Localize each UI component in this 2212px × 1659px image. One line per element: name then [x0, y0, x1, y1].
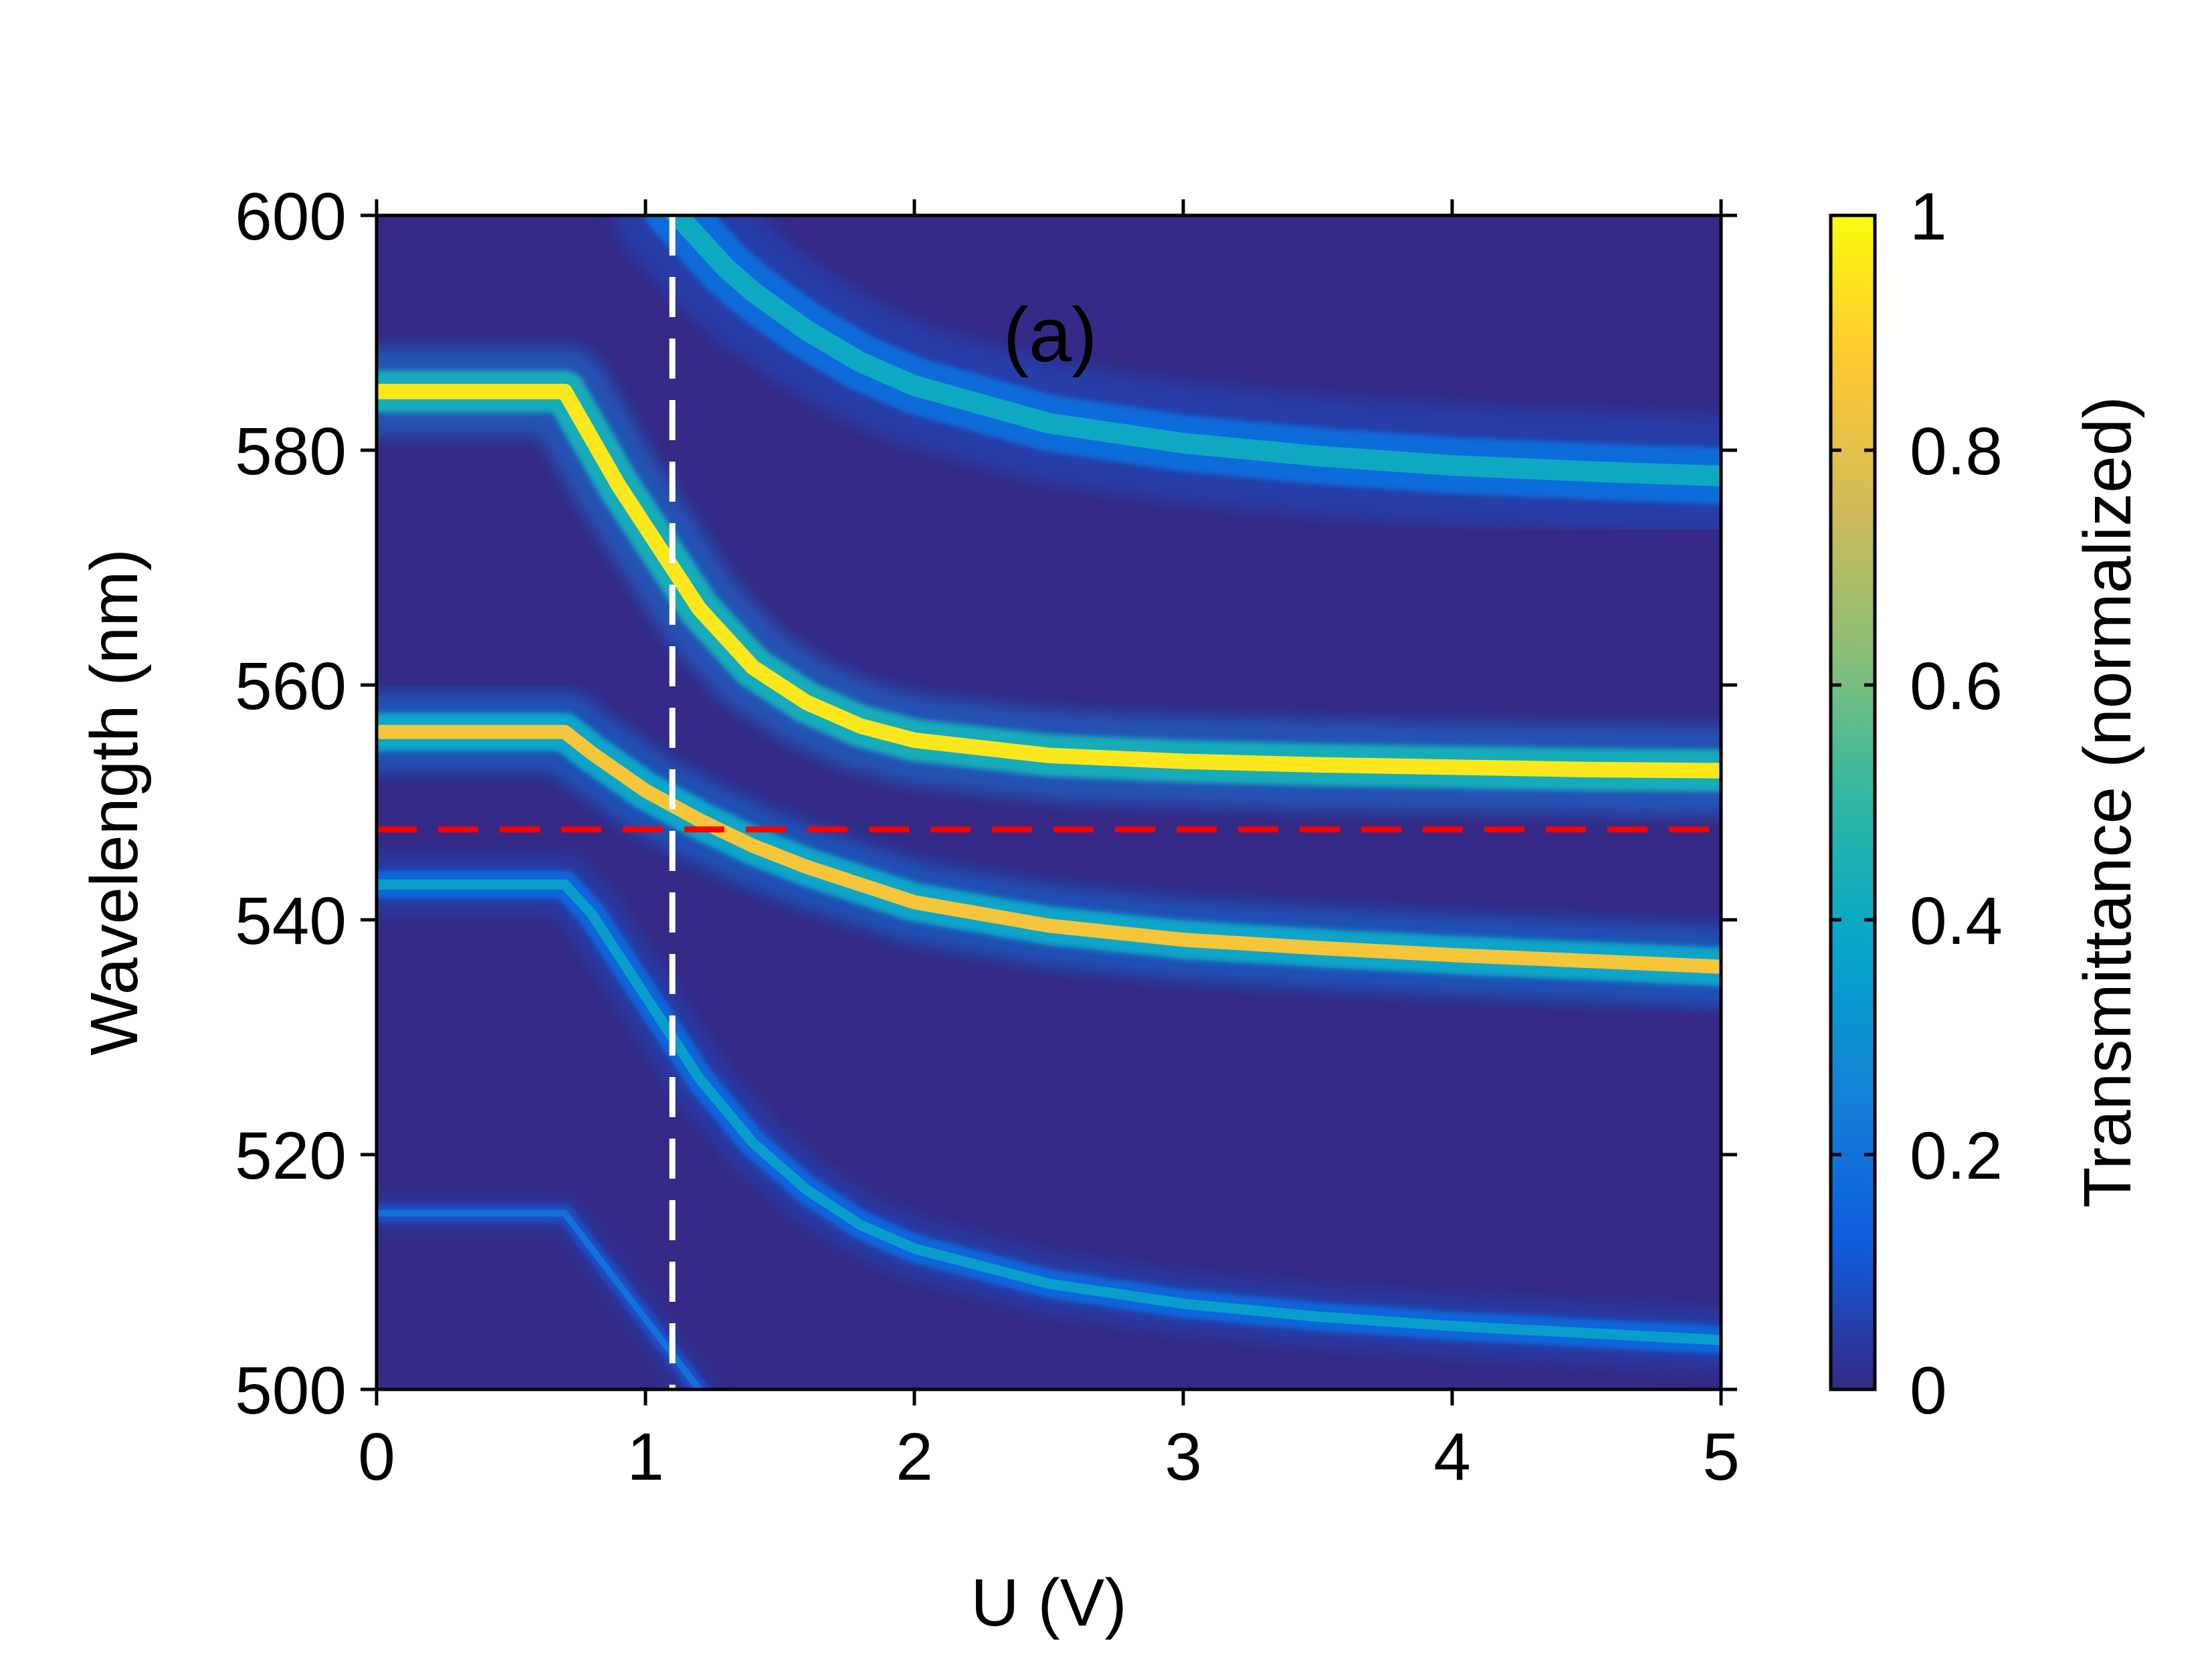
y-tick-label: 520	[235, 1118, 346, 1193]
colorbar-tick-label: 0.8	[1910, 414, 2003, 489]
y-tick-label: 600	[235, 179, 346, 254]
colorbar-tick-label: 0.6	[1910, 649, 2003, 724]
band-5-core	[664, 215, 1721, 487]
x-tick-label: 5	[1702, 1420, 1740, 1494]
colorbar	[1829, 213, 1877, 1391]
colorbar-tick-label: 1	[1910, 179, 1947, 254]
x-tick-label: 4	[1433, 1420, 1471, 1494]
x-tick-label: 0	[358, 1420, 395, 1494]
colorbar-title: Transmittance (normalized)	[2070, 396, 2145, 1207]
band-2-core	[377, 879, 1721, 1345]
x-tick-label: 2	[896, 1420, 933, 1494]
x-axis-title: U (V)	[971, 1565, 1126, 1640]
colorbar-tick-label: 0.2	[1910, 1118, 2003, 1193]
reference-lines	[377, 215, 1721, 1389]
colorbar-tick-label: 0	[1910, 1353, 1947, 1428]
y-axis: 500 520 540 560 580 600	[235, 179, 1737, 1428]
colorbar-tick-label: 0.4	[1910, 884, 2003, 959]
x-axis: 0 1 2 3 4 5	[358, 199, 1740, 1494]
plot-frame	[375, 213, 1723, 1391]
band-3-core	[377, 724, 1721, 974]
x-tick-label: 3	[1165, 1420, 1202, 1494]
panel-annotation: (a)	[1003, 292, 1098, 378]
y-tick-label: 560	[235, 649, 346, 724]
y-axis-title: Wavelength (nm)	[77, 549, 152, 1056]
y-tick-label: 540	[235, 884, 346, 959]
y-tick-label: 500	[235, 1353, 346, 1428]
transmission-bands	[377, 215, 1721, 1389]
y-tick-label: 580	[235, 414, 346, 489]
band-4-core	[377, 383, 1721, 779]
x-tick-label: 1	[627, 1420, 664, 1494]
colorbar-axis: 0 0.2 0.4 0.6 0.8 1	[1831, 179, 2003, 1428]
